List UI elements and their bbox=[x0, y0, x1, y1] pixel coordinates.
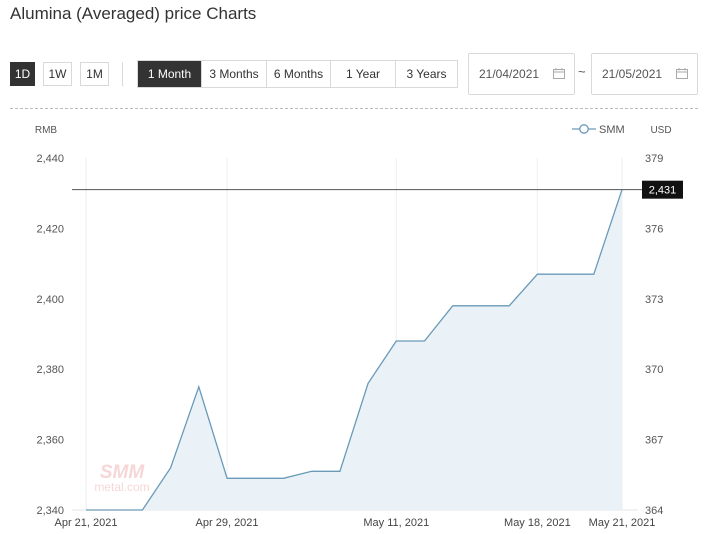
legend-label: SMM bbox=[599, 124, 625, 136]
watermark-logo: SMM metal.com bbox=[94, 462, 149, 494]
y-left-ticks: 2,340 2,360 2,380 2,400 2,420 2,440 bbox=[36, 153, 64, 517]
calendar-icon bbox=[553, 68, 565, 79]
x-tick-label: May 21, 2021 bbox=[589, 517, 656, 529]
interval-1d-button[interactable]: 1D bbox=[10, 62, 35, 86]
y-right-axis-label: USD bbox=[650, 125, 671, 136]
last-value-label: 2,431 bbox=[649, 185, 677, 197]
x-tick-label: May 18, 2021 bbox=[504, 517, 571, 529]
date-to-field[interactable]: 21/05/2021 bbox=[591, 53, 698, 95]
legend-marker bbox=[579, 124, 589, 134]
last-value-badge bbox=[642, 180, 683, 199]
x-ticks: Apr 21, 2021 Apr 29, 2021 May 11, 2021 May … bbox=[55, 517, 656, 529]
y-right-ticks: 364 367 370 373 376 379 bbox=[645, 153, 663, 517]
toolbar-separator bbox=[122, 62, 123, 86]
date-from-field[interactable]: 21/04/2021 bbox=[468, 53, 575, 95]
watermark-metal: metal.com bbox=[94, 480, 149, 494]
toolbar-divider bbox=[10, 108, 698, 109]
calendar-icon bbox=[676, 68, 688, 79]
page-title: Alumina (Averaged) price Charts bbox=[10, 4, 257, 23]
date-to-value: 21/05/2021 bbox=[602, 67, 663, 81]
x-tick-label: May 11, 2021 bbox=[363, 517, 429, 529]
y-left-tick-label: 2,420 bbox=[36, 223, 64, 235]
date-from-value: 21/04/2021 bbox=[479, 67, 540, 81]
y-left-tick-label: 2,400 bbox=[36, 294, 64, 306]
range-3-months-button[interactable]: 3 Months bbox=[202, 61, 267, 87]
y-right-tick-label: 379 bbox=[645, 153, 663, 165]
y-left-tick-label: 2,340 bbox=[36, 505, 64, 517]
last-value-layer: 2,431 bbox=[72, 180, 683, 199]
y-right-tick-label: 376 bbox=[645, 223, 663, 235]
watermark-smm: SMM bbox=[100, 462, 146, 483]
x-tick-label: Apr 21, 2021 bbox=[55, 517, 118, 529]
chart-grid bbox=[72, 158, 638, 511]
range-1-month-button[interactable]: 1 Month bbox=[138, 61, 202, 87]
series-line bbox=[86, 189, 623, 511]
y-left-tick-label: 2,360 bbox=[36, 435, 64, 447]
y-left-tick-label: 2,380 bbox=[36, 364, 64, 376]
interval-1w-button[interactable]: 1W bbox=[43, 62, 72, 86]
range-1-year-button[interactable]: 1 Year bbox=[331, 61, 396, 87]
y-right-tick-label: 367 bbox=[645, 435, 663, 447]
range-6-months-button[interactable]: 6 Months bbox=[267, 61, 331, 87]
x-tick-label: Apr 29, 2021 bbox=[196, 517, 259, 529]
legend[interactable]: SMM bbox=[572, 124, 625, 136]
y-right-tick-label: 370 bbox=[645, 364, 663, 376]
date-separator: ~ bbox=[578, 64, 586, 79]
y-left-tick-label: 2,440 bbox=[36, 153, 64, 165]
y-right-tick-label: 364 bbox=[645, 505, 663, 517]
y-left-axis-label: RMB bbox=[35, 125, 58, 136]
range-button-group: 1 Month 3 Months 6 Months 1 Year 3 Years bbox=[137, 60, 458, 88]
series-area bbox=[86, 189, 622, 510]
y-right-tick-label: 373 bbox=[645, 294, 663, 306]
series-layer bbox=[86, 189, 623, 511]
range-3-years-button[interactable]: 3 Years bbox=[396, 61, 457, 87]
interval-1m-button[interactable]: 1M bbox=[80, 62, 109, 86]
